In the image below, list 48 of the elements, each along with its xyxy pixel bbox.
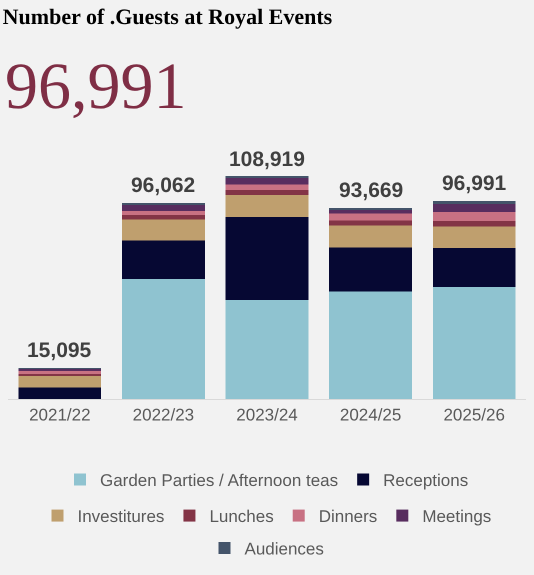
bar — [329, 247, 412, 292]
bar — [329, 291, 412, 399]
bar — [122, 214, 205, 220]
bar — [122, 210, 205, 215]
bar — [18, 368, 102, 372]
annotation: 108,919 — [229, 148, 305, 171]
x-tick-label: 2021/22 — [29, 405, 91, 424]
chart-title: Number of .Guests at Royal Events — [2, 4, 333, 30]
bar — [226, 178, 308, 184]
x-tick-label: 2022/23 — [132, 405, 194, 424]
bar — [432, 286, 516, 399]
bar — [122, 220, 205, 241]
bar — [432, 226, 516, 248]
bar — [432, 212, 516, 221]
bar — [122, 240, 205, 279]
bar — [226, 190, 308, 196]
legend-label: Investitures — [78, 507, 164, 526]
bar — [329, 210, 412, 214]
x-tick-label: 2025/26 — [443, 405, 505, 424]
bar — [18, 375, 102, 388]
legend-label: Meetings — [422, 507, 492, 526]
legend-label: Lunches — [209, 507, 274, 526]
bar — [226, 300, 308, 399]
legend-label: Garden Parties / Afternoon teas — [100, 471, 338, 490]
bar — [122, 278, 205, 399]
bar — [329, 214, 412, 220]
annotation: 96,062 — [131, 174, 196, 197]
annotation: 96,991 — [442, 172, 507, 195]
bar — [226, 184, 308, 190]
bar — [18, 388, 102, 399]
annotation: 93,669 — [339, 179, 404, 202]
bar — [18, 371, 102, 374]
bar — [329, 220, 412, 226]
bar — [432, 220, 516, 226]
x-tick-label: 2024/25 — [340, 405, 402, 424]
bar — [122, 204, 205, 211]
legend-label: Dinners — [318, 507, 378, 526]
x-tick-label: 2023/24 — [236, 405, 298, 424]
bar — [432, 204, 516, 212]
legend-label: Receptions — [383, 471, 468, 490]
bar — [329, 226, 412, 248]
bar — [226, 195, 308, 217]
legend-label: Audiences — [244, 540, 324, 559]
bar — [432, 248, 516, 287]
annotation: 15,095 — [27, 339, 92, 362]
bar — [226, 216, 308, 300]
bar — [432, 201, 516, 204]
chart-subtitle: 96,991 — [5, 50, 186, 123]
